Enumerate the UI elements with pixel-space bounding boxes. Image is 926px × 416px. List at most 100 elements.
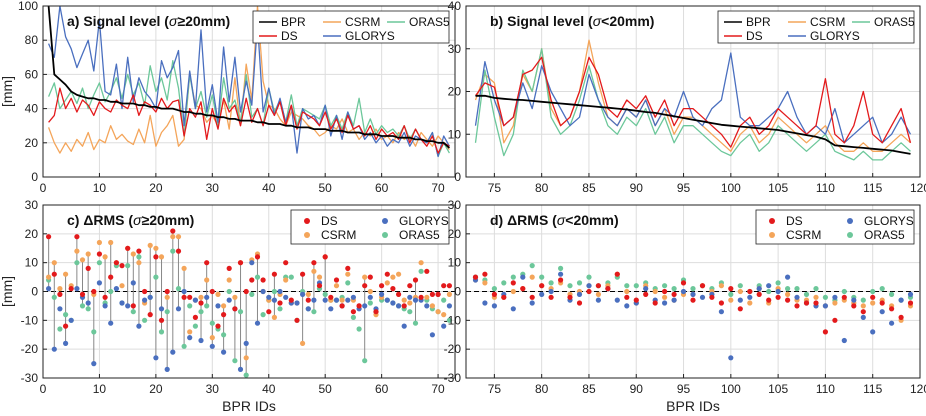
plot-marks	[466, 263, 920, 361]
point-csrm	[232, 294, 238, 300]
point-glorys	[898, 297, 904, 303]
point-glorys	[851, 297, 857, 303]
tick-label-x: 50	[319, 382, 333, 396]
point-oras5	[350, 314, 356, 320]
tick-label-x: 10	[93, 181, 107, 195]
tick-label-x: 90	[630, 181, 644, 195]
point-glorys	[576, 291, 583, 297]
point-ds	[209, 288, 215, 295]
point-oras5	[181, 343, 187, 349]
legend-box	[252, 10, 450, 44]
tick-label-x: 70	[431, 382, 445, 396]
tick-label-y: 20	[448, 227, 462, 241]
series-line-ds	[474, 56, 912, 148]
tick-label-x: 60	[375, 181, 389, 195]
point-oras5	[412, 320, 419, 326]
tick-label-x: 0	[40, 181, 47, 195]
point-ds	[147, 312, 153, 318]
point-glorys	[294, 300, 300, 306]
point-glorys	[822, 303, 829, 309]
point-csrm	[785, 291, 791, 297]
tick-label-x: 75	[488, 181, 502, 195]
point-ds	[803, 300, 810, 306]
tick-label-x: 115	[863, 382, 882, 396]
tick-label-y: -10	[444, 313, 462, 327]
tick-label-y: 0	[454, 285, 461, 299]
point-ds	[412, 277, 419, 283]
point-csrm	[441, 312, 447, 318]
point-glorys	[662, 300, 668, 306]
legend-swatch-csrm	[304, 232, 310, 238]
point-ds	[652, 300, 658, 306]
point-ds	[396, 291, 402, 297]
legend-label-oras5: ORAS5	[864, 228, 905, 242]
point-oras5	[79, 303, 86, 309]
point-glorys	[204, 294, 210, 300]
point-glorys	[595, 297, 602, 303]
point-csrm	[311, 268, 317, 274]
point-glorys	[690, 291, 696, 297]
point-ds	[424, 268, 430, 274]
point-glorys	[907, 291, 914, 297]
point-glorys	[407, 294, 413, 300]
point-oras5	[85, 306, 91, 312]
point-glorys	[345, 297, 351, 303]
point-oras5	[164, 309, 170, 315]
point-oras5	[822, 294, 829, 300]
point-ds	[181, 294, 187, 300]
point-ds	[643, 291, 649, 297]
point-ds	[243, 288, 249, 295]
point-glorys	[51, 346, 57, 352]
tick-label-x: 100	[721, 382, 741, 396]
tick-label-y: -20	[444, 342, 462, 356]
point-ds	[482, 271, 488, 277]
point-glorys	[510, 306, 516, 312]
point-oras5	[175, 286, 182, 292]
point-glorys	[142, 297, 148, 303]
point-csrm	[435, 309, 441, 315]
point-ds	[889, 306, 895, 312]
point-oras5	[192, 323, 198, 329]
title-relation: ≥20mm)	[142, 212, 195, 228]
tick-label-y: 100	[18, 0, 38, 13]
tick-label-x: 120	[910, 181, 926, 195]
tick-label-y: 10	[25, 256, 39, 270]
tick-label-x: 85	[582, 181, 596, 195]
point-ds	[747, 288, 753, 295]
point-ds	[728, 286, 734, 292]
point-csrm	[401, 297, 407, 303]
point-ds	[46, 234, 52, 240]
legend-label-glorys: GLORYS	[810, 29, 860, 43]
point-glorys	[181, 288, 187, 295]
point-oras5	[841, 288, 847, 295]
point-csrm	[46, 274, 52, 280]
series-line-bpr	[475, 94, 911, 155]
panel-b: 75 80 85 90 95 100 105 110 115 120 0 10 20 30 40 b) Sig…	[448, 0, 926, 195]
point-ds	[164, 288, 170, 295]
tick-label-x: 105	[768, 181, 788, 195]
point-oras5	[362, 358, 368, 364]
point-glorys	[192, 297, 198, 303]
tick-label-y: 30	[448, 42, 462, 56]
point-glorys	[85, 300, 91, 306]
point-csrm	[204, 277, 210, 283]
point-ds	[822, 329, 829, 335]
tick-label-x: 80	[535, 382, 549, 396]
point-csrm	[860, 303, 866, 309]
point-ds	[510, 280, 516, 286]
point-ds	[249, 277, 255, 283]
point-oras5	[662, 283, 668, 289]
point-glorys	[254, 320, 261, 326]
point-oras5	[74, 260, 80, 266]
point-glorys	[441, 323, 447, 329]
point-oras5	[243, 372, 249, 378]
point-csrm	[102, 254, 108, 260]
point-oras5	[322, 291, 328, 297]
point-glorys	[520, 274, 526, 280]
point-csrm	[316, 274, 323, 280]
point-csrm	[652, 288, 658, 295]
point-ds	[125, 245, 131, 251]
series-line-glorys	[47, 6, 450, 158]
point-glorys	[482, 300, 488, 306]
point-oras5	[548, 280, 554, 286]
